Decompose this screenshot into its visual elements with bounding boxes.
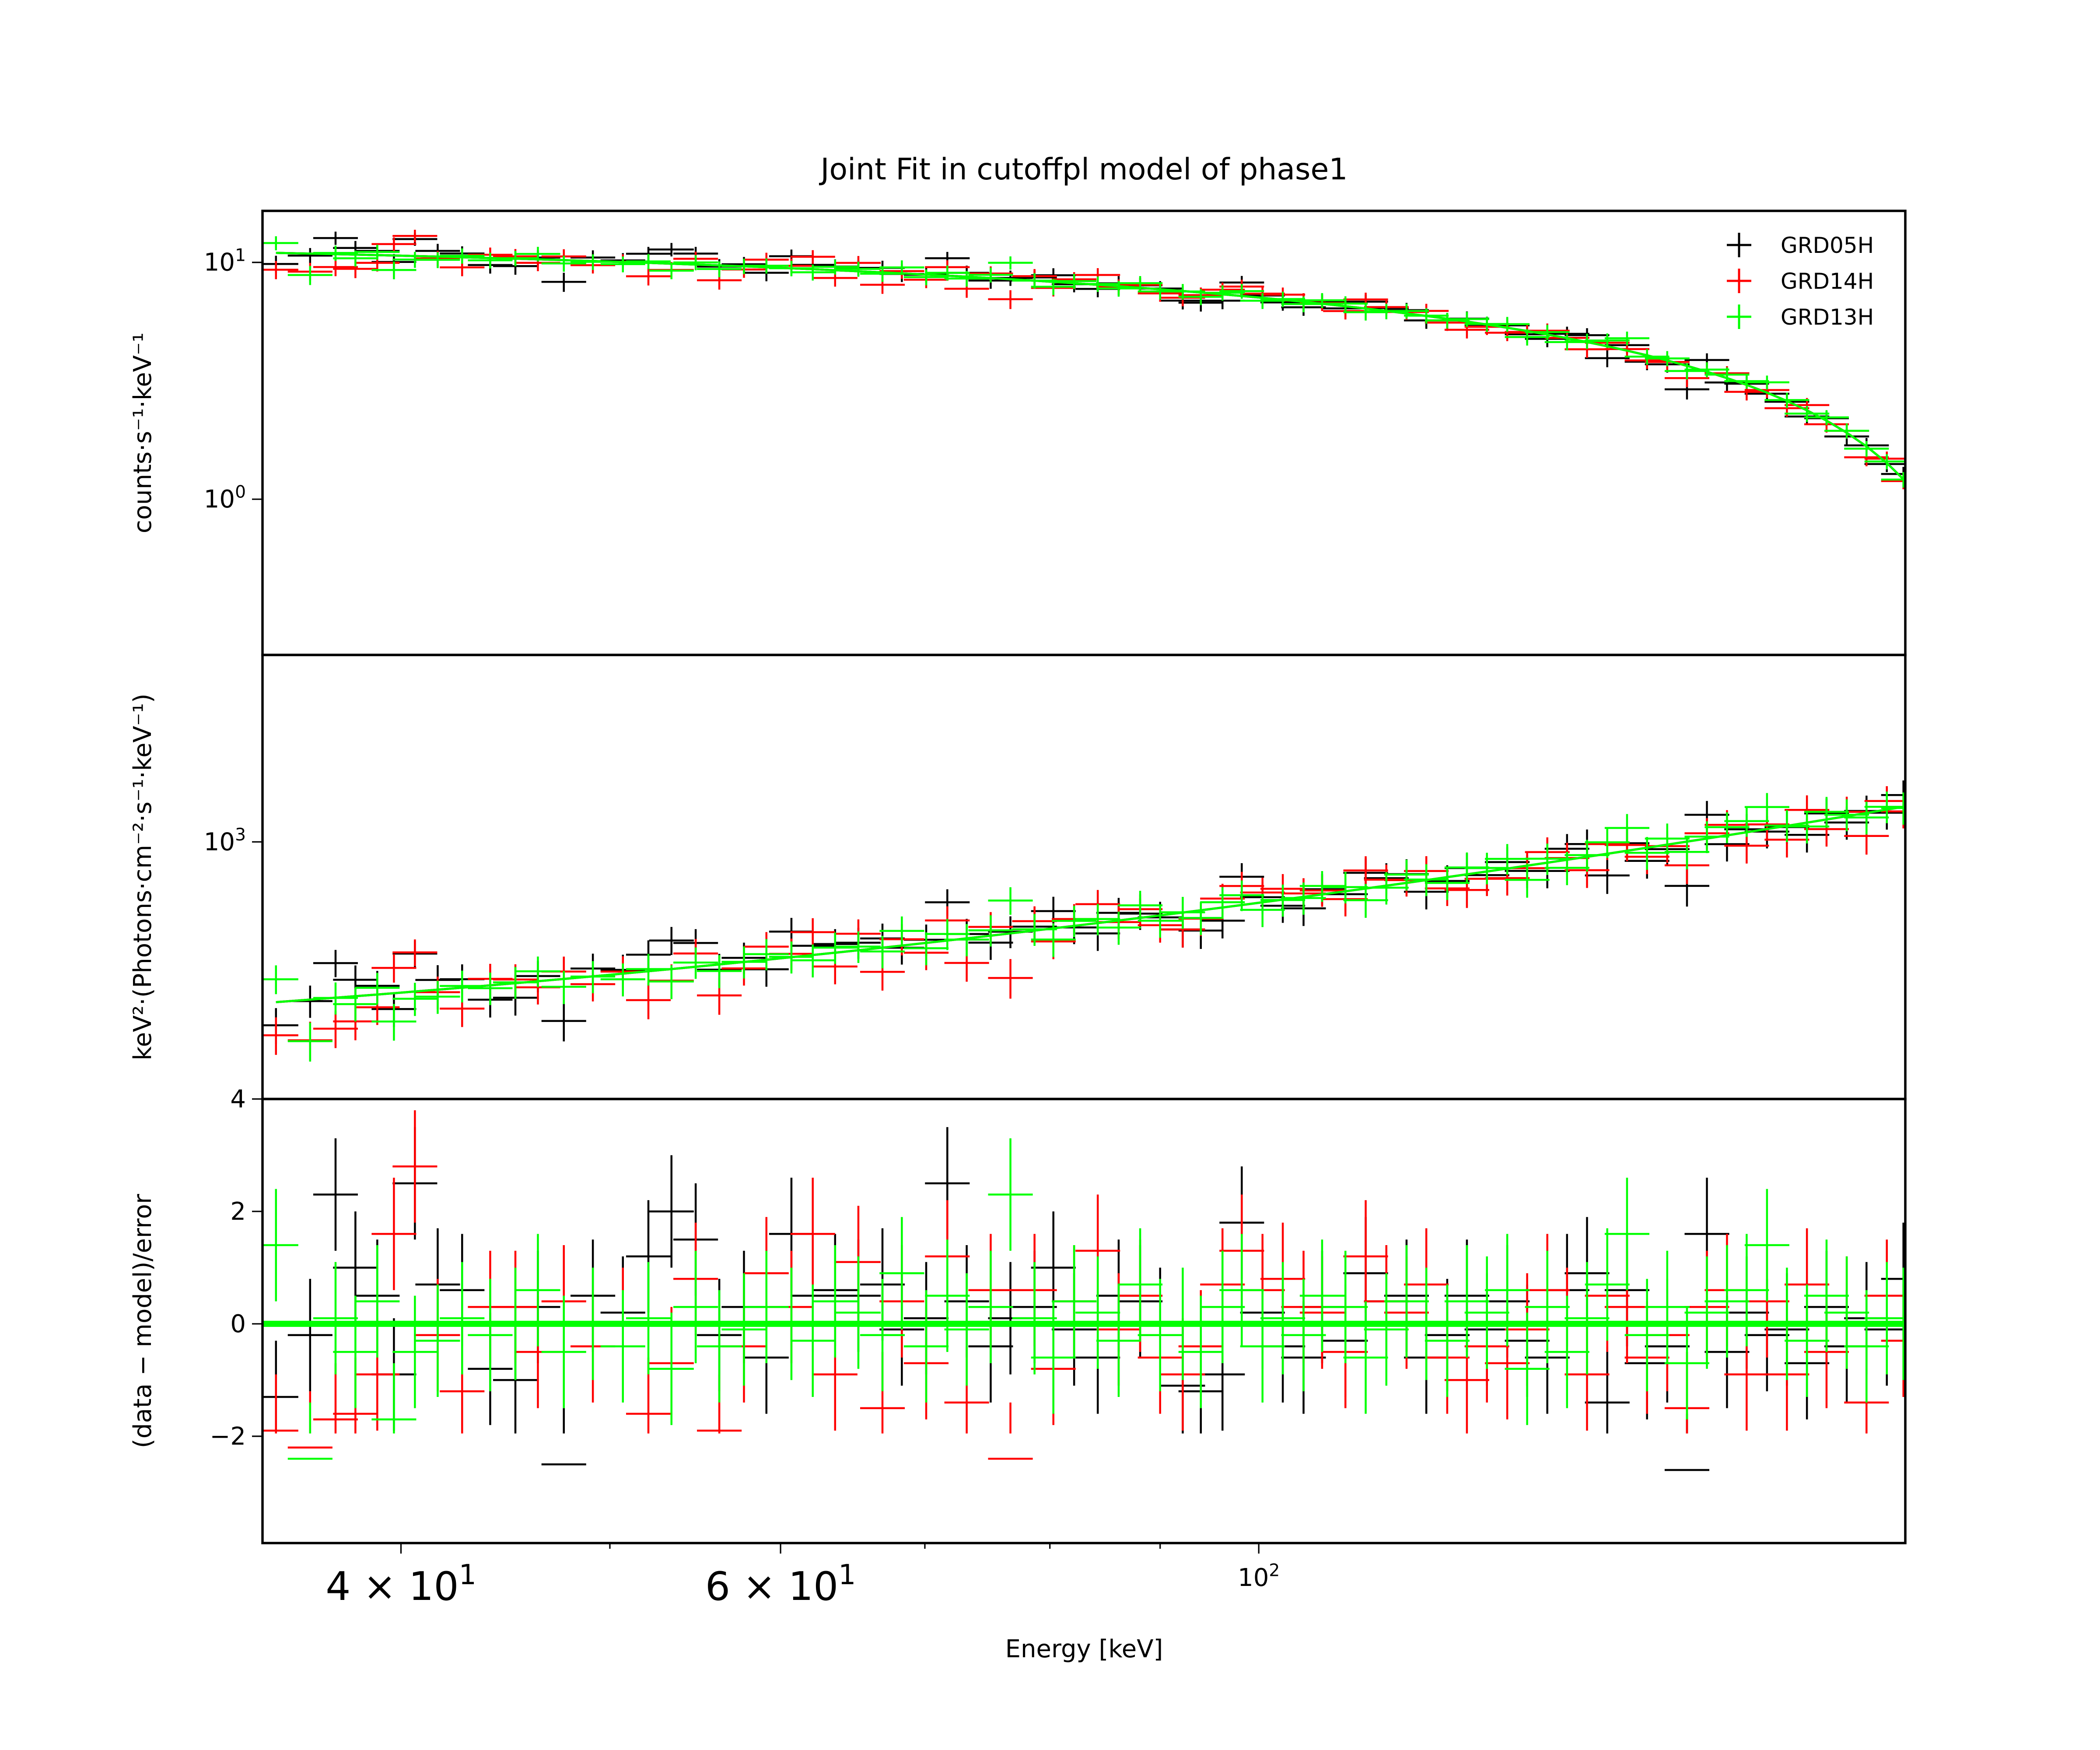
series-GRD13H [262, 236, 1905, 488]
y-tick-label: 0 [230, 1310, 246, 1338]
y-tick-label-exponent: 3 [235, 825, 246, 845]
y-tick-label: 4 [230, 1085, 246, 1113]
y-axis-label: (data − model)/error [129, 1194, 157, 1448]
model-line-GRD13H [276, 252, 1904, 480]
x-tick-label: 4 × 101 [326, 1559, 476, 1610]
y-tick-label: 100 [204, 483, 246, 514]
x-tick-label-times: × [351, 1564, 409, 1610]
y-axis-label: counts·s⁻¹·keV⁻¹ [129, 332, 157, 533]
x-tick-label-exponent: 1 [838, 1559, 856, 1591]
legend: GRD05H GRD14H GRD13H [1727, 233, 1874, 330]
x-tick-label: 102 [1238, 1561, 1280, 1592]
residuals-panel: (data − model)/error −2 0 2 4 [129, 1085, 1907, 1544]
y-tick-label-exponent: 1 [235, 245, 246, 265]
x-tick-label-base: 10 [788, 1564, 839, 1610]
data-points [262, 1110, 1905, 1471]
x-tick-label-mantissa: 6 [705, 1564, 730, 1610]
legend-label-GRD14H: GRD14H [1781, 269, 1874, 294]
y-tick-label-base: 10 [204, 828, 235, 856]
x-axis-label: Energy [keV] [1005, 1635, 1163, 1663]
x-tick-label-exponent: 2 [1269, 1561, 1280, 1581]
data-points [262, 780, 1905, 1062]
chart-title: Joint Fit in cutoffpl model of phase1 [819, 152, 1348, 187]
y-axis-label: keV²·(Photons·cm⁻²·s⁻¹·keV⁻¹) [129, 693, 157, 1060]
legend-label-GRD13H: GRD13H [1781, 304, 1874, 330]
x-tick-label-base: 10 [409, 1564, 459, 1610]
y-tick-label-base: 10 [204, 485, 235, 514]
x-tick-label-exponent: 1 [459, 1559, 476, 1591]
y-tick-label: 2 [230, 1197, 246, 1226]
x-tick-label-base: 10 [1238, 1564, 1269, 1592]
x-tick-label-times: × [730, 1564, 788, 1610]
x-axis: 4 × 101 6 × 101 102 [326, 1543, 1280, 1610]
y-tick-label-base: 10 [204, 248, 235, 277]
y-tick-label: 101 [204, 245, 246, 276]
y-tick-label-exponent: 0 [235, 483, 246, 502]
model-line-GRD13H [276, 805, 1904, 1004]
y-tick-label: 103 [204, 825, 246, 856]
x-tick-label-mantissa: 4 [326, 1564, 350, 1610]
data-points [262, 230, 1905, 490]
legend-label-GRD05H: GRD05H [1781, 233, 1874, 258]
x-tick-label: 6 × 101 [705, 1559, 856, 1610]
y-tick-label: −2 [210, 1422, 246, 1451]
panel-frame [261, 1098, 1907, 1544]
series-GRD13H [262, 791, 1905, 1062]
